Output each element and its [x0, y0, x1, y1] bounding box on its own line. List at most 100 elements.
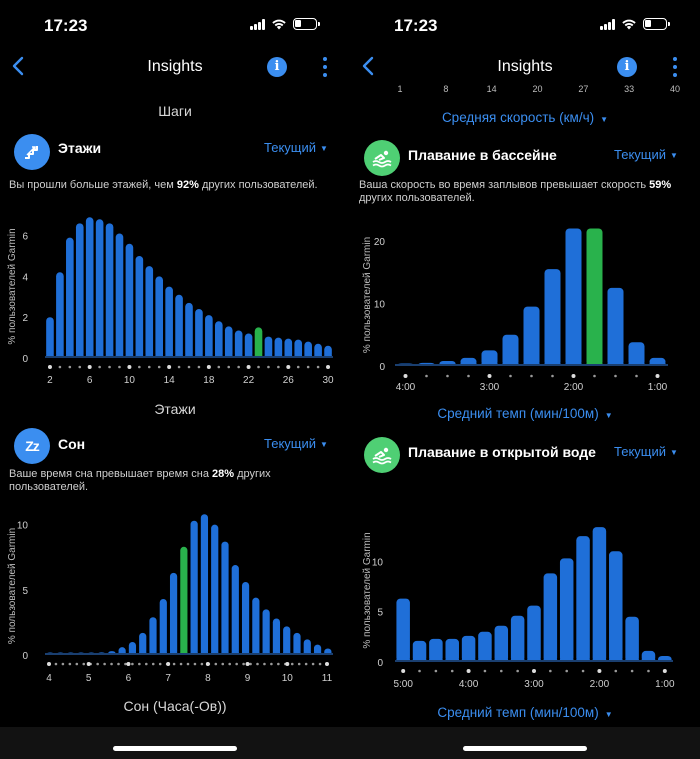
sleep-period-dropdown[interactable]: Текущий ▼ [264, 436, 328, 451]
sleep-xdot [82, 662, 86, 666]
wifi-icon [622, 19, 636, 30]
open-bar [592, 527, 607, 662]
floors-xdot [257, 365, 260, 369]
speed-xtick: 14 [487, 84, 497, 94]
sleep-xdot [290, 662, 294, 666]
open-bar [609, 551, 623, 662]
floors-ytick: 4 [22, 272, 28, 283]
floors-xdot [187, 365, 191, 369]
floors-xtick: 14 [164, 375, 176, 386]
status-icons [250, 18, 320, 30]
floors-bar [135, 255, 144, 358]
sleep-xdot-major [285, 662, 290, 666]
floors-xdot [237, 365, 240, 369]
floors-period-dropdown[interactable]: Текущий ▼ [264, 140, 328, 155]
floors-bar [56, 272, 64, 358]
sleep-xdot-major [86, 662, 91, 666]
floors-bar [165, 286, 173, 358]
open-bar [478, 631, 492, 662]
open-water-pace-label: Средний темп (мин/100м) [437, 705, 599, 720]
sleep-xdot [235, 662, 238, 666]
sleep-bar [283, 626, 291, 655]
floors-bar [85, 217, 94, 358]
sleep-bar [303, 639, 311, 655]
sleep-bar [169, 572, 178, 655]
sleep-bar [262, 609, 270, 655]
pool-xtick: 3:00 [480, 382, 500, 393]
info-icon[interactable]: i [617, 57, 637, 77]
pool-xdot [487, 374, 492, 378]
open-water-pace-dropdown[interactable]: Средний темп (мин/100м) ▼ [415, 705, 635, 720]
open-bar [543, 573, 558, 662]
floors-xtick: 18 [203, 375, 215, 386]
sleep-xdot-major [245, 662, 250, 666]
chevron-down-icon: ▼ [604, 710, 613, 719]
floors-xdot [127, 365, 132, 369]
sleep-xdot [138, 662, 141, 666]
open-xdot [434, 669, 438, 673]
speed-xtick: 40 [670, 84, 680, 94]
home-indicator[interactable] [463, 746, 587, 751]
sleep-ytick: 10 [17, 521, 29, 532]
home-indicator[interactable] [113, 746, 237, 751]
open-xtick: 3:00 [524, 679, 544, 690]
sleep-baseline [45, 653, 333, 655]
sleep-bar [190, 520, 198, 655]
more-menu-icon[interactable] [672, 57, 678, 77]
sleep-xdot [131, 662, 134, 666]
pool-xdot [425, 374, 428, 378]
sleep-xdot [242, 662, 245, 666]
sleep-xdot [221, 662, 225, 666]
pool-pace-dropdown[interactable]: Средний темп (мин/100м) ▼ [415, 406, 635, 421]
pool-xtick: 1:00 [648, 382, 668, 393]
floors-bar [214, 321, 223, 358]
floors-xdot [277, 365, 280, 369]
back-icon[interactable] [10, 55, 28, 77]
floors-xdot [87, 365, 92, 369]
speed-xtick: 33 [624, 84, 634, 94]
speed-axis-dropdown[interactable]: Средняя скорость (км/ч) ▼ [415, 110, 635, 125]
floors-bar [66, 237, 74, 358]
floors-xdot [246, 365, 251, 369]
floors-bar [205, 315, 213, 358]
sleep-bar [200, 514, 209, 655]
speed-xtick: 1 [397, 84, 402, 94]
chevron-down-icon: ▼ [320, 144, 328, 154]
sleep-chart-xlabel: Сон (Часа(-Ов)) [123, 698, 227, 714]
open-bar [510, 615, 525, 662]
pool-period-dropdown[interactable]: Текущий ▼ [614, 147, 678, 162]
pool-xtick: 4:00 [396, 382, 416, 393]
back-icon[interactable] [360, 55, 378, 77]
sleep-xdot [186, 662, 190, 666]
right-screen: 17:23 Insights i 1 8 14 20 27 33 40 Средняя ск… [350, 0, 700, 759]
floors-xdot [138, 365, 141, 369]
speed-chart-axis: 1 8 14 20 27 33 40 [397, 84, 680, 94]
sleep-xdot [200, 662, 204, 666]
info-icon[interactable]: i [267, 57, 287, 77]
floors-xdot [118, 365, 121, 369]
open-xtick: 1:00 [655, 679, 675, 690]
open-xdot [597, 669, 602, 673]
sleep-ytick: 5 [22, 586, 28, 597]
floors-ylabel: % пользователей Garmin [7, 228, 18, 344]
more-menu-icon[interactable] [322, 57, 328, 77]
sleep-xdot [172, 662, 176, 666]
sleep-xdot [61, 662, 65, 666]
floors-xdot [296, 365, 300, 369]
status-time: 17:23 [44, 16, 88, 35]
floors-xdot [326, 365, 331, 369]
sleep-xtick: 10 [282, 673, 294, 684]
pool-bar [481, 350, 498, 366]
sleep-bar [159, 598, 167, 655]
open-bar [445, 638, 459, 662]
sleep-xtick: 11 [322, 673, 333, 684]
pool-bar [502, 334, 519, 366]
open-water-period-dropdown[interactable]: Текущий ▼ [614, 444, 678, 459]
floors-xdot [47, 365, 52, 369]
pool-bar [565, 228, 582, 366]
floors-xdot [167, 365, 172, 369]
pool-xdot [446, 374, 449, 378]
cellular-icon [250, 18, 265, 30]
sleep-xdot [96, 662, 99, 666]
sleep-bar [272, 618, 281, 655]
